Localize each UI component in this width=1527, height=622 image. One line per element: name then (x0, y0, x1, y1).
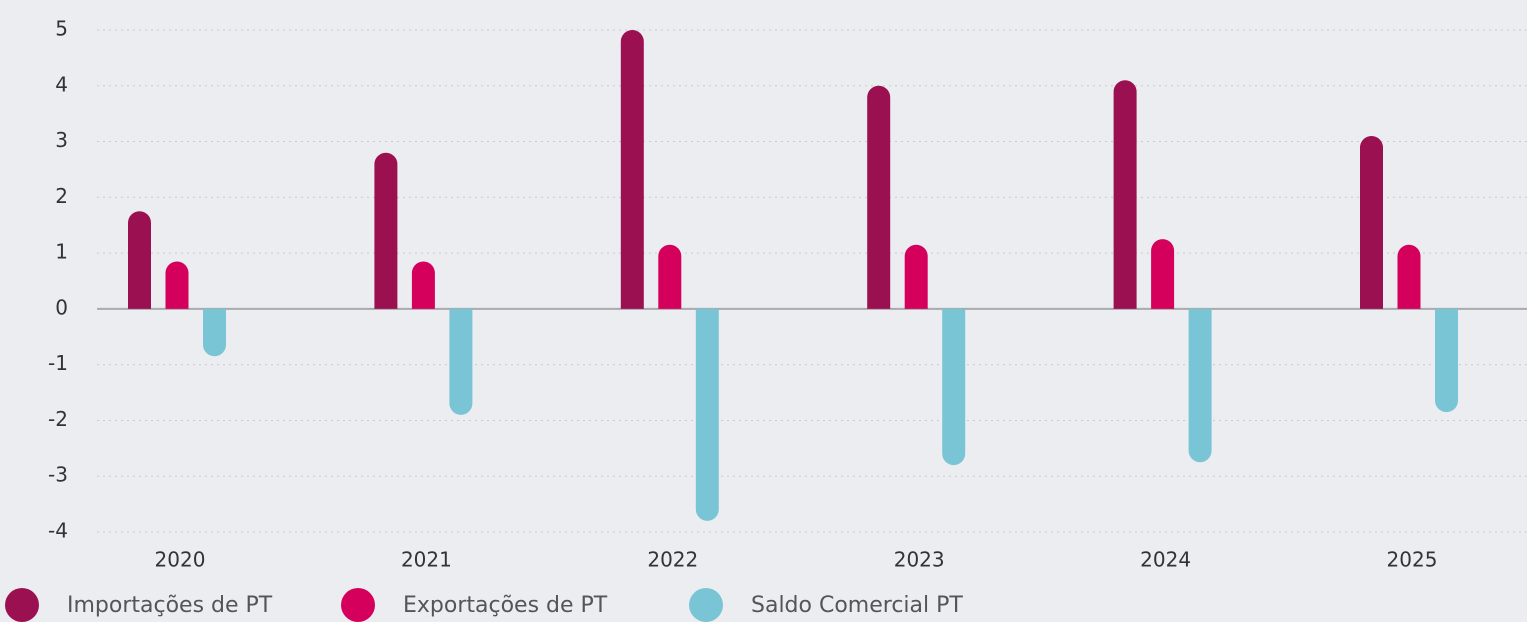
y-tick-label: 2 (55, 184, 68, 208)
legend-label: Exportações de PT (403, 593, 608, 618)
bar (620, 30, 644, 309)
y-tick-label: -3 (48, 463, 68, 487)
y-tick-label: -1 (48, 351, 68, 375)
x-tick-label: 2020 (155, 548, 206, 572)
x-tick-label: 2024 (1140, 548, 1191, 572)
legend-swatch (689, 588, 723, 622)
y-tick-label: 3 (55, 128, 68, 152)
bar (658, 244, 682, 309)
bar (165, 261, 189, 309)
y-tick-label: -4 (48, 519, 68, 543)
x-tick-label: 2023 (894, 548, 945, 572)
y-tick-label: -2 (48, 407, 68, 431)
legend: Importações de PT Exportações de PT Saldo … (5, 588, 963, 622)
x-tick-label: 2021 (401, 548, 452, 572)
bar (1397, 244, 1421, 309)
y-tick-label: 4 (55, 72, 68, 96)
bar (411, 261, 435, 309)
legend-label: Saldo Comercial PT (751, 593, 963, 618)
bar (449, 308, 473, 415)
bar (1113, 80, 1137, 309)
bar (904, 244, 928, 309)
x-tick-label: 2022 (647, 548, 698, 572)
bar (1435, 308, 1458, 413)
x-tick-label: 2025 (1387, 548, 1438, 572)
bar (128, 211, 151, 309)
bar (867, 85, 891, 309)
y-tick-label: 0 (55, 295, 68, 319)
bar (942, 308, 966, 466)
bar (1360, 135, 1383, 309)
y-tick-label: 5 (55, 17, 68, 41)
bar (374, 152, 398, 309)
legend-swatch (341, 588, 375, 622)
bar (1151, 239, 1175, 309)
bar (203, 308, 226, 357)
bar (695, 308, 719, 521)
legend-swatch (5, 588, 39, 622)
legend-label: Importações de PT (67, 593, 273, 618)
y-tick-label: 1 (55, 240, 68, 264)
bar (1188, 308, 1212, 463)
